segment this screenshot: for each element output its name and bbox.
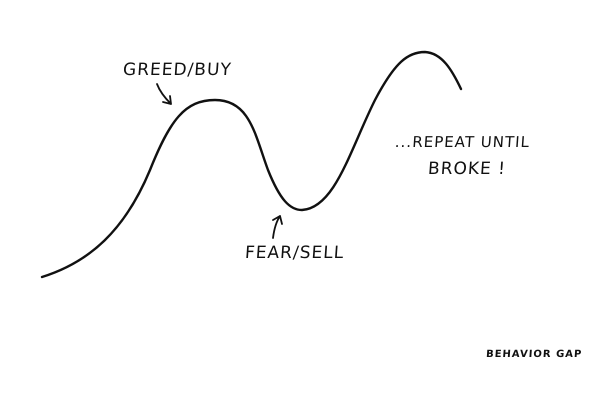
greed-arrow <box>156 83 172 105</box>
repeat-label-line1: ...REPEAT UNTIL <box>394 133 531 151</box>
behavior-gap-credit: BEHAVIOR GAP <box>485 349 583 360</box>
fear-sell-label: FEAR/SELL <box>244 243 345 263</box>
fear-arrow <box>272 215 283 239</box>
greed-buy-label: GREED/BUY <box>122 60 233 80</box>
market-cycle-curve <box>40 50 463 279</box>
repeat-label-line2: BROKE ! <box>427 159 507 179</box>
